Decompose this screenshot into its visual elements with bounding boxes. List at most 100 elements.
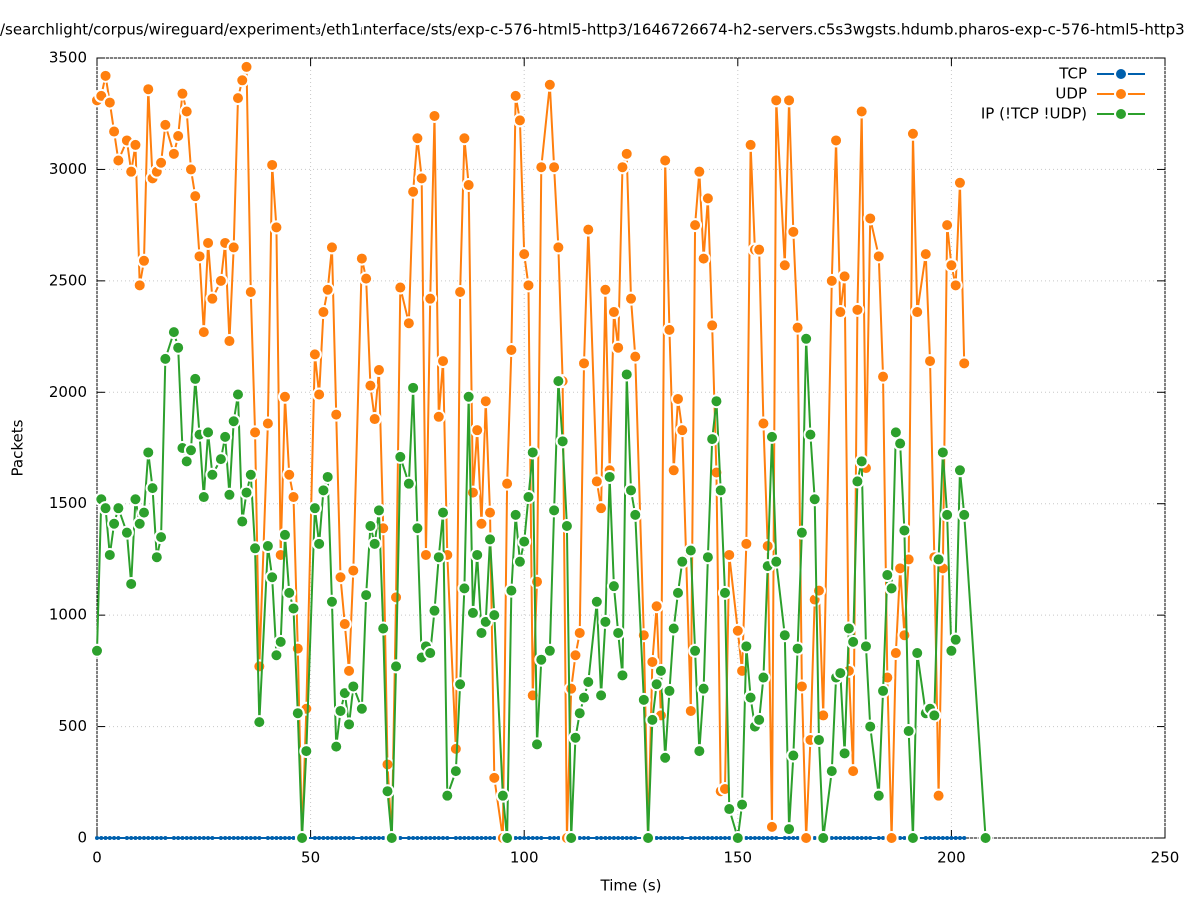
data-point — [572, 625, 587, 640]
data-point — [282, 467, 297, 482]
x-tick-label: 150 — [723, 849, 752, 867]
data-point — [411, 836, 416, 840]
data-point — [102, 547, 117, 562]
data-point — [342, 663, 357, 678]
data-point — [709, 394, 724, 409]
data-point — [175, 86, 190, 101]
data-point — [670, 585, 685, 600]
data-point — [671, 836, 676, 840]
data-point — [700, 550, 715, 565]
data-point — [722, 836, 727, 840]
legend-label: TCP — [1058, 65, 1087, 83]
data-point — [354, 251, 369, 266]
data-point — [846, 764, 861, 779]
data-point — [171, 340, 186, 355]
data-point — [952, 175, 967, 190]
data-point — [150, 836, 155, 840]
data-point — [427, 603, 442, 618]
data-point — [948, 632, 963, 647]
data-point — [905, 831, 920, 845]
data-point — [282, 585, 297, 600]
data-point — [833, 305, 848, 320]
data-point — [837, 269, 852, 284]
data-point — [504, 342, 519, 357]
data-point — [829, 836, 834, 840]
data-point — [769, 554, 784, 569]
data-point — [705, 432, 720, 447]
data-point — [243, 285, 258, 299]
data-point — [389, 659, 404, 674]
data-point — [337, 617, 352, 632]
data-point — [213, 452, 228, 467]
data-point — [568, 730, 583, 745]
data-point — [107, 516, 122, 531]
data-point — [851, 836, 856, 840]
y-tick-label: 2500 — [49, 271, 87, 289]
data-point — [782, 836, 787, 840]
data-point — [696, 681, 711, 696]
data-point — [535, 836, 540, 840]
y-tick-label: 0 — [77, 829, 87, 847]
data-point — [188, 371, 203, 386]
data-point — [888, 646, 903, 661]
data-point — [722, 547, 737, 562]
data-point — [589, 594, 604, 609]
data-point — [483, 505, 498, 520]
data-point — [675, 423, 690, 438]
data-point — [508, 88, 523, 103]
data-point — [876, 683, 891, 698]
data-point — [129, 836, 134, 840]
data-point — [837, 746, 852, 761]
data-point — [675, 836, 680, 840]
data-point — [154, 530, 169, 545]
data-point — [312, 387, 327, 402]
data-point — [701, 836, 706, 840]
data-point — [696, 251, 711, 266]
data-point — [102, 95, 117, 110]
data-point — [777, 258, 792, 273]
data-point — [611, 625, 626, 640]
data-point — [693, 836, 698, 840]
data-point — [603, 836, 608, 840]
data-point — [756, 670, 771, 685]
data-point — [290, 641, 305, 656]
data-point — [393, 280, 408, 295]
data-point — [581, 222, 596, 237]
data-point — [521, 490, 536, 505]
data-point — [146, 836, 151, 840]
data-point — [897, 628, 912, 643]
data-point — [786, 748, 801, 763]
data-point — [897, 523, 912, 538]
data-point — [257, 836, 262, 840]
data-point — [624, 291, 638, 306]
data-point — [351, 836, 356, 840]
data-point — [636, 692, 651, 707]
data-point — [192, 249, 207, 264]
data-point — [354, 701, 369, 716]
data-point — [342, 717, 357, 732]
data-point — [112, 836, 117, 840]
data-point — [764, 819, 779, 834]
data-point — [739, 639, 754, 654]
legend-marker — [1114, 67, 1128, 81]
data-point — [316, 305, 331, 320]
data-point — [517, 534, 532, 549]
data-point — [782, 822, 797, 837]
data-point — [833, 666, 848, 681]
data-point — [834, 836, 839, 840]
data-point — [248, 425, 263, 440]
data-point — [850, 302, 865, 317]
data-point — [624, 836, 629, 840]
data-point — [201, 425, 216, 440]
data-point — [957, 836, 962, 840]
data-point — [414, 171, 429, 186]
data-point — [286, 601, 301, 616]
data-point — [607, 836, 612, 840]
data-point — [321, 836, 326, 840]
data-point — [700, 191, 715, 206]
data-point — [111, 153, 126, 168]
data-point — [260, 539, 275, 554]
data-point — [213, 273, 228, 288]
data-point — [423, 836, 428, 840]
data-point — [393, 449, 408, 464]
